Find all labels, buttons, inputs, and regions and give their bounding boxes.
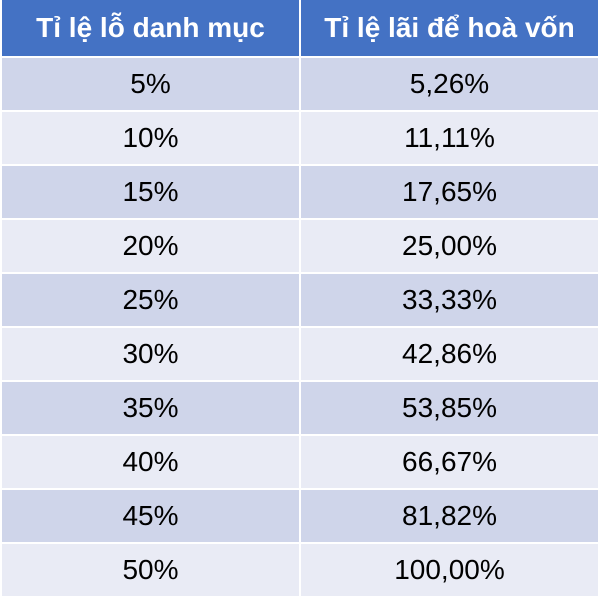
table-row: 25% 33,33% [2, 274, 598, 328]
gain-cell: 42,86% [299, 328, 598, 380]
loss-cell: 15% [122, 176, 179, 207]
gain-cell: 11,11% [299, 112, 598, 164]
table-header-row: Tỉ lệ lỗ danh mục Tỉ lệ lãi để hoà vốn [2, 0, 598, 58]
header-breakeven-gain: Tỉ lệ lãi để hoà vốn [299, 0, 598, 56]
table-row: 40% 66,67% [2, 436, 598, 490]
loss-cell: 45% [122, 500, 179, 531]
loss-cell: 30% [122, 338, 179, 369]
loss-cell: 40% [122, 446, 179, 477]
loss-cell: 35% [122, 392, 179, 423]
loss-cell: 25% [122, 284, 179, 315]
gain-cell: 53,85% [299, 382, 598, 434]
gain-cell: 100,00% [299, 544, 598, 596]
gain-cell: 81,82% [299, 490, 598, 542]
gain-cell: 17,65% [299, 166, 598, 218]
loss-cell: 50% [122, 554, 179, 585]
loss-cell: 10% [122, 122, 179, 153]
table-row: 30% 42,86% [2, 328, 598, 382]
table-row: 20% 25,00% [2, 220, 598, 274]
header-portfolio-loss: Tỉ lệ lỗ danh mục [36, 12, 265, 43]
table-row: 45% 81,82% [2, 490, 598, 544]
table-row: 50% 100,00% [2, 544, 598, 598]
table-row: 35% 53,85% [2, 382, 598, 436]
table-row: 15% 17,65% [2, 166, 598, 220]
loss-cell: 20% [122, 230, 179, 261]
table-row: 5% 5,26% [2, 58, 598, 112]
gain-cell: 33,33% [299, 274, 598, 326]
gain-cell: 66,67% [299, 436, 598, 488]
table-row: 10% 11,11% [2, 112, 598, 166]
gain-cell: 25,00% [299, 220, 598, 272]
gain-cell: 5,26% [299, 58, 598, 110]
loss-cell: 5% [130, 68, 171, 99]
